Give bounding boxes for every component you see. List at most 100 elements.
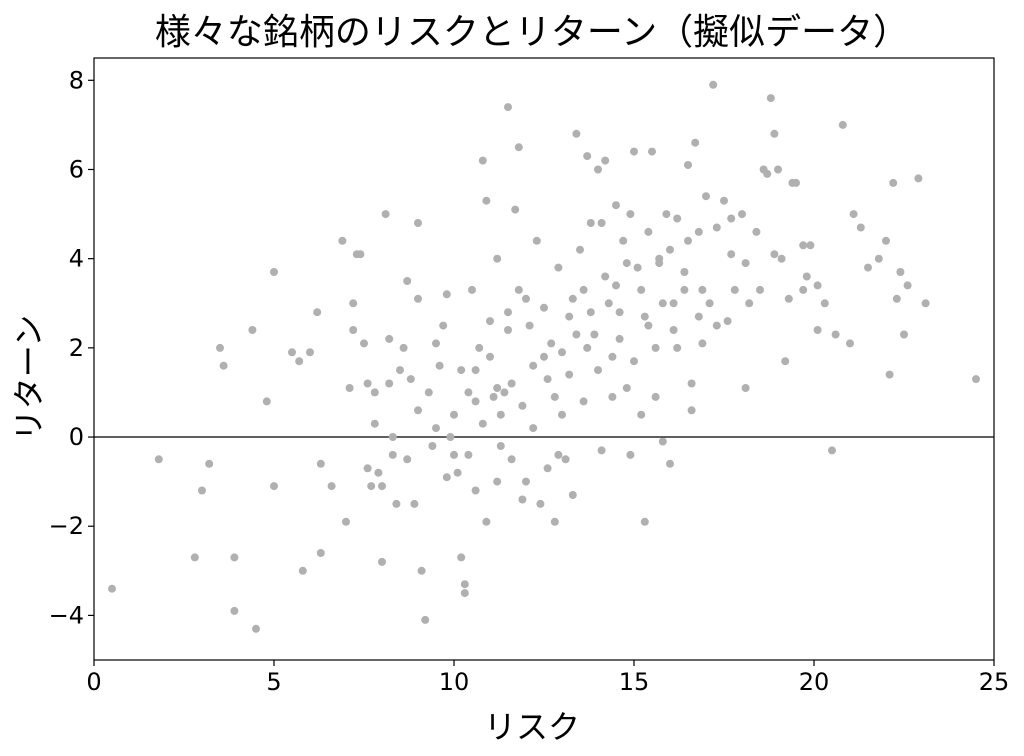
scatter-point <box>698 285 707 294</box>
scatter-point <box>543 464 552 473</box>
scatter-point <box>651 392 660 401</box>
scatter-point <box>774 165 782 174</box>
scatter-point <box>457 553 466 562</box>
scatter-point <box>612 201 620 210</box>
scatter-point <box>712 321 721 330</box>
scatter-point <box>666 459 674 468</box>
scatter-point <box>640 312 649 321</box>
scatter-point <box>597 219 606 227</box>
scatter-point <box>230 606 239 615</box>
scatter-point <box>529 424 538 433</box>
scatter-point <box>684 236 692 245</box>
scatter-point <box>730 285 739 294</box>
scatter-point <box>630 357 638 366</box>
scatter-point <box>558 348 566 357</box>
scatter-point <box>680 285 689 294</box>
scatter-point <box>399 343 408 352</box>
scatter-point <box>849 210 858 219</box>
scatter-point <box>298 566 307 575</box>
scatter-point <box>435 361 444 370</box>
scatter-point <box>554 263 563 272</box>
scatter-point <box>414 294 422 303</box>
scatter-point <box>586 308 595 317</box>
scatter-point <box>838 120 847 129</box>
scatter-point <box>601 272 610 281</box>
scatter-point <box>403 455 412 464</box>
scatter-point <box>457 366 466 375</box>
scatter-point <box>478 156 487 165</box>
scatter-point <box>766 94 775 103</box>
scatter-point <box>856 223 865 232</box>
scatter-point <box>763 169 772 178</box>
scatter-point <box>417 566 426 575</box>
scatter-point <box>432 424 440 433</box>
scatter-point <box>626 210 635 219</box>
x-tick-label: 25 <box>979 668 1010 696</box>
scatter-point <box>770 250 779 259</box>
x-tick-label: 0 <box>86 668 101 696</box>
scatter-point <box>374 468 383 477</box>
scatter-point <box>914 174 923 183</box>
scatter-point <box>565 370 574 379</box>
scatter-point <box>691 138 700 147</box>
scatter-point <box>471 366 480 375</box>
scatter-point <box>684 161 692 169</box>
scatter-point <box>327 482 336 491</box>
scatter-point <box>568 294 577 303</box>
scatter-point <box>680 268 689 276</box>
scatter-point <box>205 459 214 468</box>
scatter-point <box>342 517 350 526</box>
scatter-point <box>892 294 901 303</box>
y-tick-label: −2 <box>49 512 84 540</box>
x-axis-label: リスク <box>484 708 580 746</box>
scatter-point <box>482 517 491 526</box>
scatter-point <box>230 553 239 562</box>
scatter-point <box>900 330 908 339</box>
y-tick-label: −4 <box>49 601 84 629</box>
scatter-point <box>626 450 635 459</box>
scatter-point <box>864 263 872 272</box>
scatter-point <box>262 397 271 406</box>
scatter-point <box>705 299 714 308</box>
scatter-point <box>723 317 732 326</box>
scatter-point <box>442 473 451 482</box>
scatter-point <box>306 348 314 357</box>
scatter-point <box>496 410 505 419</box>
scatter-point <box>468 285 476 294</box>
scatter-point <box>381 210 390 219</box>
scatter-point <box>669 299 678 308</box>
scatter-point <box>554 450 563 459</box>
scatter-point <box>579 397 588 406</box>
scatter-point <box>489 392 498 401</box>
scatter-point <box>504 326 512 334</box>
scatter-points <box>108 80 980 633</box>
scatter-point <box>514 285 523 294</box>
scatter-point <box>622 384 631 392</box>
scatter-point <box>378 557 386 566</box>
scatter-point <box>820 299 829 308</box>
scatter-point <box>644 227 653 236</box>
scatter-point <box>583 152 592 161</box>
scatter-point <box>410 499 419 508</box>
scatter-point <box>504 103 512 112</box>
scatter-point <box>687 379 696 388</box>
scatter-point <box>777 254 786 263</box>
scatter-point <box>349 299 358 308</box>
scatter-point <box>385 334 394 343</box>
scatter-point <box>388 450 397 459</box>
scatter-point <box>356 250 365 259</box>
scatter-point <box>813 281 822 290</box>
scatter-point <box>316 459 325 468</box>
scatter-point <box>428 442 437 450</box>
scatter-point <box>270 268 278 276</box>
y-tick-label: 0 <box>69 423 84 451</box>
scatter-point <box>522 294 530 303</box>
y-axis-label: リターン <box>10 315 48 441</box>
scatter-point <box>727 214 736 223</box>
scatter-point <box>885 370 894 379</box>
scatter-point <box>594 366 602 375</box>
scatter-point <box>889 178 898 187</box>
scatter-point <box>637 410 646 419</box>
scatter-point <box>414 219 422 227</box>
scatter-point <box>586 219 595 227</box>
